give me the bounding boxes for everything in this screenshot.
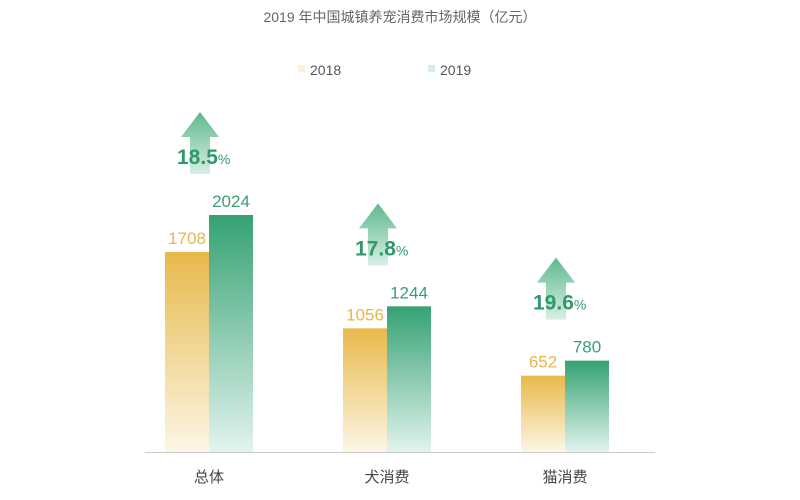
growth-arrow-icon — [181, 112, 219, 174]
category-label: 犬消费 — [364, 469, 409, 486]
data-label-2018: 1708 — [168, 229, 206, 248]
bar-2018 — [165, 252, 209, 452]
bar-2018 — [521, 375, 565, 452]
legend-label-2019: 2019 — [440, 62, 471, 78]
bar-2019 — [209, 215, 253, 452]
category-label: 猫消费 — [542, 469, 587, 486]
growth-label: 19.6% — [533, 292, 586, 315]
bar-2019 — [565, 360, 609, 452]
legend-swatch-2019 — [428, 65, 435, 72]
growth-label: 18.5% — [177, 146, 230, 169]
chart-title: 2019 年中国城镇养宠消费市场规模（亿元） — [263, 9, 536, 25]
growth-label: 17.8% — [355, 237, 408, 260]
data-label-2019: 780 — [573, 338, 601, 357]
category-label: 总体 — [194, 469, 224, 486]
growth-arrow-icon — [537, 257, 575, 320]
bar-2018 — [343, 328, 387, 452]
data-label-2019: 2024 — [212, 192, 250, 211]
legend-label-2018: 2018 — [310, 62, 341, 78]
growth-arrow-icon — [359, 203, 397, 266]
data-label-2019: 1244 — [390, 283, 428, 302]
bar-2019 — [387, 306, 431, 452]
legend-swatch-2018 — [298, 65, 305, 72]
data-label-2018: 652 — [529, 353, 557, 372]
data-label-2018: 1056 — [346, 305, 384, 324]
